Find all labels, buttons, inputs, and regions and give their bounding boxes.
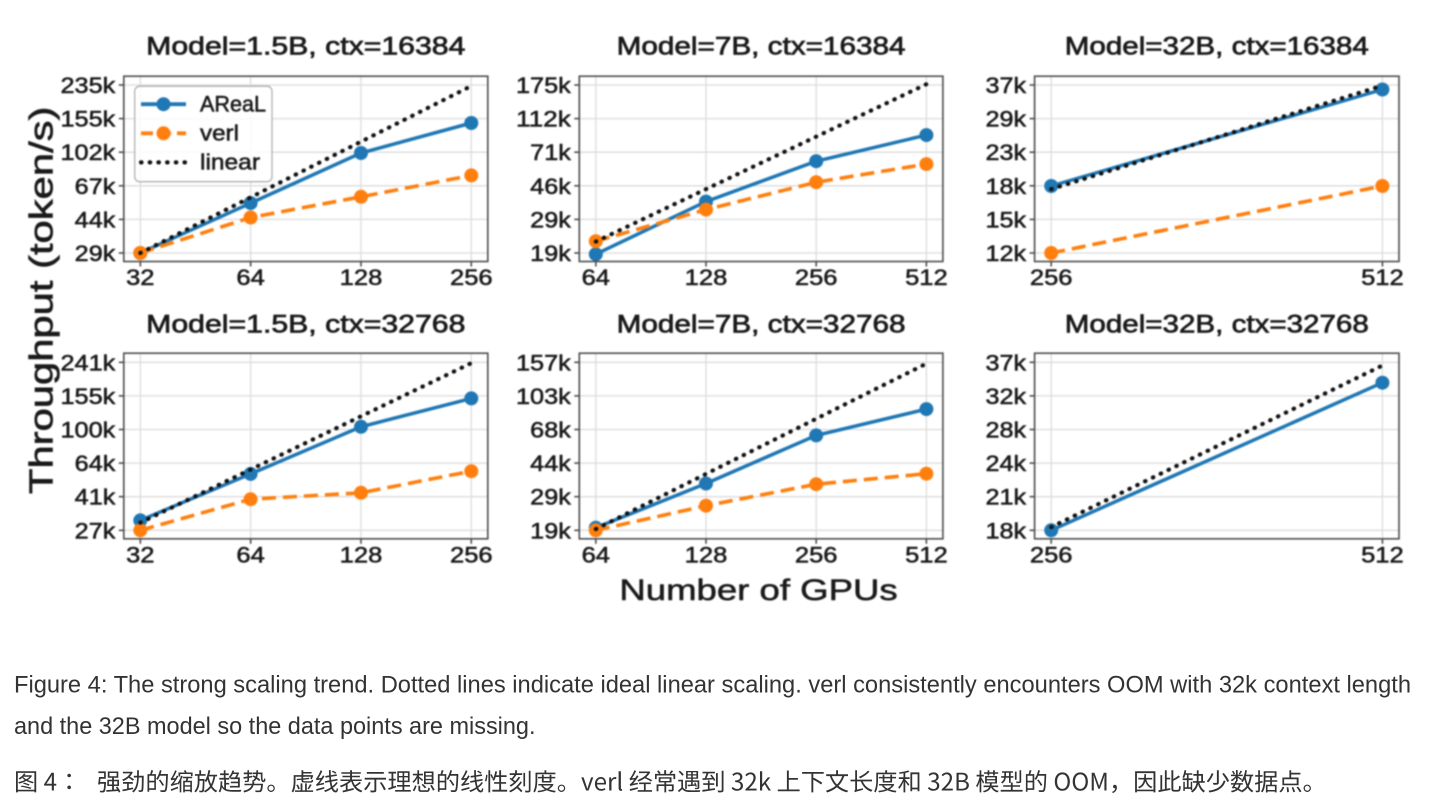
svg-text:256: 256	[450, 542, 493, 567]
svg-text:18k: 18k	[986, 518, 1027, 543]
svg-text:256: 256	[1030, 542, 1073, 567]
svg-text:46k: 46k	[530, 174, 571, 199]
svg-text:256: 256	[1030, 265, 1073, 290]
svg-text:256: 256	[795, 265, 838, 290]
svg-text:21k: 21k	[986, 485, 1027, 510]
svg-text:and the 32B model so the data: and the 32B model so the data points are…	[14, 713, 536, 740]
svg-text:128: 128	[685, 265, 728, 290]
svg-text:37k: 37k	[986, 73, 1027, 98]
svg-text:512: 512	[905, 265, 948, 290]
svg-text:235k: 235k	[61, 73, 117, 98]
svg-text:155k: 155k	[61, 384, 117, 409]
svg-text:32k: 32k	[986, 384, 1027, 409]
svg-text:256: 256	[795, 542, 838, 567]
svg-text:100k: 100k	[61, 418, 117, 443]
svg-text:19k: 19k	[530, 518, 571, 543]
svg-text:128: 128	[340, 265, 383, 290]
svg-text:15k: 15k	[986, 207, 1027, 232]
svg-text:64: 64	[582, 265, 610, 290]
svg-text:37k: 37k	[986, 350, 1027, 375]
svg-text:27k: 27k	[75, 518, 116, 543]
svg-text:23k: 23k	[986, 140, 1027, 165]
svg-text:44k: 44k	[75, 207, 116, 232]
svg-text:155k: 155k	[61, 107, 117, 132]
svg-text:Throughput (token/s): Throughput (token/s)	[23, 107, 60, 495]
svg-text:32: 32	[126, 542, 154, 567]
svg-text:Figure 4: The strong scaling t: Figure 4: The strong scaling trend. Dott…	[14, 672, 1411, 699]
svg-text:29k: 29k	[75, 241, 116, 266]
svg-text:Model=1.5B, ctx=32768: Model=1.5B, ctx=32768	[146, 311, 465, 339]
svg-text:24k: 24k	[986, 451, 1027, 476]
svg-text:19k: 19k	[530, 241, 571, 266]
svg-text:64: 64	[236, 265, 264, 290]
svg-text:128: 128	[685, 542, 728, 567]
svg-text:Model=32B, ctx=32768: Model=32B, ctx=32768	[1065, 311, 1369, 339]
svg-text:175k: 175k	[516, 73, 572, 98]
svg-text:67k: 67k	[75, 174, 116, 199]
svg-text:Number of GPUs: Number of GPUs	[619, 574, 897, 607]
svg-text:Model=1.5B, ctx=16384: Model=1.5B, ctx=16384	[146, 33, 465, 61]
svg-text:29k: 29k	[986, 107, 1027, 132]
svg-text:112k: 112k	[516, 107, 572, 132]
svg-text:44k: 44k	[530, 451, 571, 476]
svg-text:28k: 28k	[986, 418, 1027, 443]
svg-text:103k: 103k	[516, 384, 572, 409]
svg-text:Model=7B, ctx=32768: Model=7B, ctx=32768	[617, 311, 906, 339]
svg-text:18k: 18k	[986, 174, 1027, 199]
svg-text:Model=32B, ctx=16384: Model=32B, ctx=16384	[1065, 33, 1369, 61]
svg-text:Model=7B, ctx=16384: Model=7B, ctx=16384	[617, 33, 906, 61]
svg-text:71k: 71k	[530, 140, 571, 165]
svg-text:12k: 12k	[986, 241, 1027, 266]
svg-text:512: 512	[1361, 542, 1404, 567]
svg-text:512: 512	[1361, 265, 1404, 290]
svg-text:linear: linear	[200, 150, 260, 175]
svg-text:32: 32	[126, 265, 154, 290]
svg-text:68k: 68k	[530, 418, 571, 443]
svg-text:AReaL: AReaL	[200, 92, 266, 117]
svg-text:41k: 41k	[75, 485, 116, 510]
svg-text:29k: 29k	[530, 207, 571, 232]
svg-text:256: 256	[450, 265, 493, 290]
svg-text:128: 128	[340, 542, 383, 567]
svg-text:157k: 157k	[516, 350, 572, 375]
svg-text:29k: 29k	[530, 485, 571, 510]
svg-text:102k: 102k	[61, 140, 117, 165]
svg-text:verl: verl	[200, 121, 239, 146]
svg-text:64: 64	[582, 542, 610, 567]
svg-text:512: 512	[905, 542, 948, 567]
svg-text:64k: 64k	[75, 451, 116, 476]
svg-text:241k: 241k	[61, 350, 117, 375]
svg-text:64: 64	[236, 542, 264, 567]
